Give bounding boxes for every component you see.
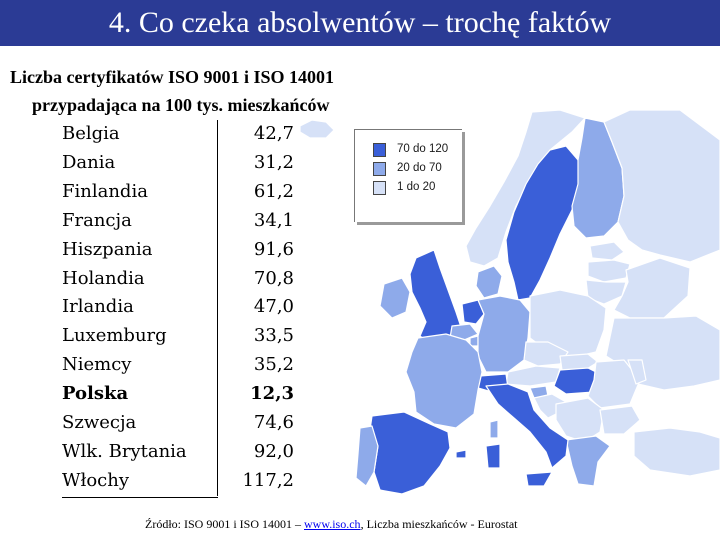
source-suffix: , Liczba mieszkańców - Eurostat <box>360 517 518 531</box>
table-row: Luxemburg 33,5 <box>62 322 294 352</box>
certificate-value: 117,2 <box>217 466 294 496</box>
table-row: Belgia 42,7 <box>62 120 294 149</box>
certificate-value: 61,2 <box>217 177 294 207</box>
country-name: Irlandia <box>62 296 134 318</box>
country-france <box>405 333 483 429</box>
country-name: Finlandia <box>62 180 148 202</box>
country-name: Holandia <box>62 267 145 289</box>
legend-swatch-mid <box>373 162 386 176</box>
country-austria <box>505 365 561 387</box>
europe-map <box>299 109 720 495</box>
table-row: Wlk. Brytania 92,0 <box>62 437 294 467</box>
table-row: Holandia 70,8 <box>62 264 294 294</box>
slide-title: 4. Co czeka absolwentów – trochę faktów <box>108 6 612 39</box>
table-row: Dania 31,2 <box>62 148 294 178</box>
country-moldova <box>627 359 647 385</box>
country-name: Belgia <box>62 123 120 144</box>
country-name: Luxemburg <box>62 325 167 347</box>
country-portugal <box>355 425 379 487</box>
legend-label-mid: 20 do 70 <box>397 162 442 174</box>
legend-label-high: 70 do 120 <box>397 143 449 155</box>
table-row: Włochy 117,2 <box>62 466 294 496</box>
country-poland <box>529 289 607 359</box>
country-name: Szwecja <box>62 412 137 434</box>
certificate-value: 33,5 <box>217 322 294 352</box>
country-name: Włochy <box>62 469 130 491</box>
country-greece <box>565 435 611 487</box>
legend-swatch-low <box>373 181 386 195</box>
certificate-value: 31,2 <box>217 148 294 178</box>
island-balearic <box>455 449 467 459</box>
certificate-value: 74,6 <box>217 409 294 438</box>
country-czech <box>523 341 569 367</box>
island-sicily <box>525 471 553 487</box>
table-subtitle-line2: przypadająca na 100 tys. mieszkańców <box>32 95 330 115</box>
table-row-highlighted: Polska 12,3 <box>62 380 294 410</box>
table-row: Niemcy 35,2 <box>62 351 294 381</box>
table-row: Szwecja 74,6 <box>62 409 294 438</box>
certificate-value: 35,2 <box>217 351 294 381</box>
certificates-table: Belgia 42,7 Dania 31,2 Finlandia 61,2 Franc… <box>62 120 294 496</box>
source-prefix: Źródło: ISO 9001 i ISO 14001 – <box>145 517 304 531</box>
country-name: Francja <box>62 209 132 231</box>
country-slovakia <box>559 353 599 373</box>
table-row: Francja 34,1 <box>62 206 294 236</box>
country-name: Niemcy <box>62 354 132 376</box>
country-latvia <box>587 259 631 283</box>
title-bar <box>0 0 720 46</box>
island-sardinia <box>485 443 501 469</box>
table-row: Hiszpania 91,6 <box>62 235 294 265</box>
country-name: Polska <box>62 383 129 405</box>
country-germany <box>477 295 531 373</box>
country-romania <box>587 359 641 409</box>
country-turkey <box>633 427 720 477</box>
certificate-value: 70,8 <box>217 264 294 294</box>
certificate-value: 91,6 <box>217 235 294 265</box>
country-russia <box>603 109 720 263</box>
country-ireland <box>379 277 411 319</box>
table-row: Irlandia 47,0 <box>62 293 294 323</box>
country-estonia <box>589 241 625 261</box>
map-legend: 70 do 120 20 do 70 1 do 20 <box>354 129 462 222</box>
country-balkans <box>555 397 605 443</box>
certificate-value: 47,0 <box>217 293 294 323</box>
table-subtitle-line1: Liczba certyfikatów ISO 9001 i ISO 14001 <box>10 67 334 87</box>
island-corsica <box>489 419 499 439</box>
source-link[interactable]: www.iso.ch <box>304 517 361 531</box>
country-netherlands <box>461 299 485 325</box>
country-italy <box>485 383 569 469</box>
country-iceland <box>299 119 335 139</box>
country-name: Wlk. Brytania <box>62 440 187 462</box>
certificate-value: 12,3 <box>217 380 294 410</box>
country-name: Dania <box>62 151 116 173</box>
table-row: Finlandia 61,2 <box>62 177 294 207</box>
legend-label-low: 1 do 20 <box>397 181 436 193</box>
legend-swatch-high <box>373 143 386 157</box>
certificate-value: 92,0 <box>217 437 294 467</box>
certificate-value: 42,7 <box>217 120 294 149</box>
source-note: Źródło: ISO 9001 i ISO 14001 – www.iso.c… <box>145 516 518 532</box>
certificate-value: 34,1 <box>217 206 294 236</box>
table-bottom-rule <box>62 497 218 498</box>
country-bulgaria <box>599 405 641 435</box>
country-denmark <box>475 265 503 299</box>
country-name: Hiszpania <box>62 238 153 260</box>
